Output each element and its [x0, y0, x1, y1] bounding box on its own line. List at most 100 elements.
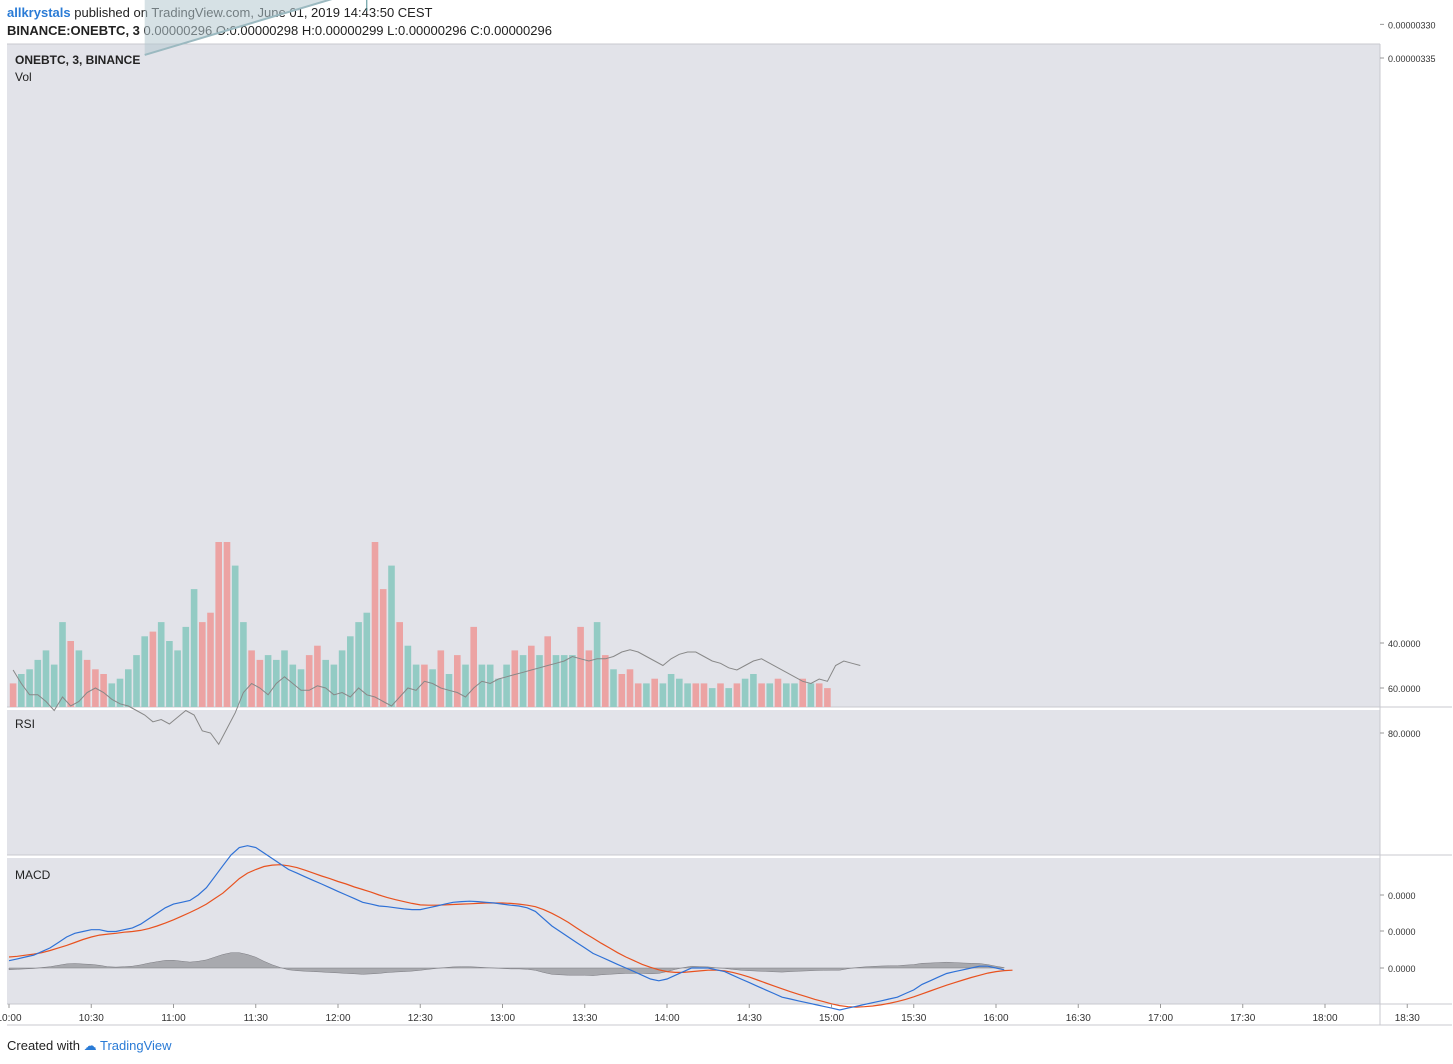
volume-bar: [50, 664, 58, 707]
volume-bar: [470, 626, 477, 707]
volume-bar: [783, 683, 790, 707]
volume-bar: [585, 650, 593, 707]
volume-bar: [314, 645, 321, 707]
volume-bar: [610, 669, 617, 707]
volume-bar: [733, 683, 741, 707]
volume-bar: [634, 683, 642, 707]
time-tick-label: 11:00: [161, 1013, 186, 1024]
volume-bar: [18, 674, 25, 707]
volume-bar: [725, 688, 732, 707]
price-pane-bg: [7, 44, 1380, 707]
volume-bar: [560, 655, 568, 707]
volume-bar: [363, 612, 371, 707]
volume-bar: [166, 641, 173, 707]
volume-bar: [462, 664, 469, 707]
volume-bar: [766, 683, 774, 707]
volume-bar: [791, 683, 798, 707]
volume-bar: [618, 674, 626, 707]
ohlc-readout: 0.00000296 O:0.00000298 H:0.00000299 L:0…: [143, 23, 552, 38]
volume-bar: [67, 641, 74, 707]
volume-bar: [116, 678, 124, 707]
volume-bar: [528, 645, 535, 707]
tradingview-logo-icon[interactable]: ☁: [83, 1038, 97, 1053]
volume-bar: [676, 678, 683, 707]
main-pane-title: ONEBTC, 3, BINANCE: [15, 53, 140, 67]
volume-bar: [289, 664, 297, 707]
volume-bar: [59, 622, 66, 707]
volume-bar: [593, 622, 601, 707]
created-with-label: Created with: [7, 1038, 80, 1053]
volume-bar: [133, 655, 140, 707]
volume-bar: [807, 683, 815, 707]
time-tick-label: 15:00: [819, 1013, 844, 1024]
volume-bar: [371, 542, 379, 707]
volume-bar: [125, 669, 132, 707]
volume-bar: [421, 664, 428, 707]
volume-bar: [437, 650, 445, 707]
volume-bar: [83, 659, 91, 707]
volume-bar: [774, 678, 782, 707]
volume-bar: [108, 683, 116, 707]
volume-bar: [684, 683, 691, 707]
volume-bar: [429, 669, 436, 707]
time-tick-label: 15:30: [901, 1013, 926, 1024]
tradingview-brand[interactable]: TradingView: [100, 1038, 172, 1053]
volume-bar: [692, 683, 700, 707]
volume-bar: [569, 655, 576, 707]
price-tick-label: 0.00000335: [1388, 54, 1436, 64]
volume-bar: [404, 645, 412, 707]
time-tick-label: 10:00: [0, 1013, 22, 1024]
volume-bar: [700, 683, 708, 707]
volume-bar: [717, 683, 724, 707]
volume-bar: [305, 655, 313, 707]
volume-bar: [643, 683, 650, 707]
volume-bar: [149, 631, 157, 707]
volume-bar: [651, 678, 658, 707]
volume-label: Vol: [15, 70, 32, 84]
volume-bar: [240, 622, 247, 707]
time-tick-label: 10:30: [79, 1013, 104, 1024]
volume-bar: [552, 655, 560, 707]
rsi-line: [12, 649, 861, 746]
volume-bar: [454, 655, 461, 707]
volume-bar: [190, 589, 198, 707]
channel-upper-line: [144, 0, 333, 56]
time-axis-bg: [7, 1004, 1452, 1025]
volume-bar: [799, 678, 806, 707]
volume-bar: [486, 664, 494, 707]
volume-bar: [297, 669, 305, 707]
macd-tick-label: 0.0000: [1388, 891, 1416, 901]
volume-bar: [26, 669, 33, 707]
volume-bar: [379, 589, 387, 707]
price-axis-bg: [1380, 44, 1452, 1004]
volume-bar: [388, 565, 395, 707]
volume-bar: [355, 622, 362, 707]
rsi-title: RSI: [15, 717, 35, 731]
time-tick-label: 18:00: [1312, 1013, 1337, 1024]
time-tick-label: 16:00: [983, 1013, 1008, 1024]
volume-bar: [174, 650, 181, 707]
macd-tick-label: 0.0000: [1388, 927, 1416, 937]
volume-bar: [100, 674, 107, 707]
volume-bar: [396, 622, 403, 707]
volume-bar: [495, 678, 502, 707]
author-link[interactable]: allkrystals: [7, 5, 71, 20]
volume-bar: [602, 655, 609, 707]
volume-bar: [544, 636, 551, 707]
macd-histogram: [8, 952, 1005, 976]
volume-bar: [750, 674, 757, 707]
volume-bar: [34, 659, 42, 707]
volume-bar: [815, 683, 823, 707]
time-tick-label: 11:30: [244, 1013, 269, 1024]
symbol-label: BINANCE:ONEBTC, 3: [7, 23, 140, 38]
volume-bar: [824, 688, 831, 707]
volume-bar: [758, 683, 765, 707]
rsi-tick-label: 40.0000: [1388, 639, 1421, 649]
volume-bar: [338, 650, 346, 707]
macd-tick-label: 0.0000: [1388, 964, 1416, 974]
time-tick-label: 16:30: [1066, 1013, 1091, 1024]
volume-bar: [199, 622, 206, 707]
volume-bar: [659, 683, 667, 707]
volume-bar: [347, 636, 354, 707]
